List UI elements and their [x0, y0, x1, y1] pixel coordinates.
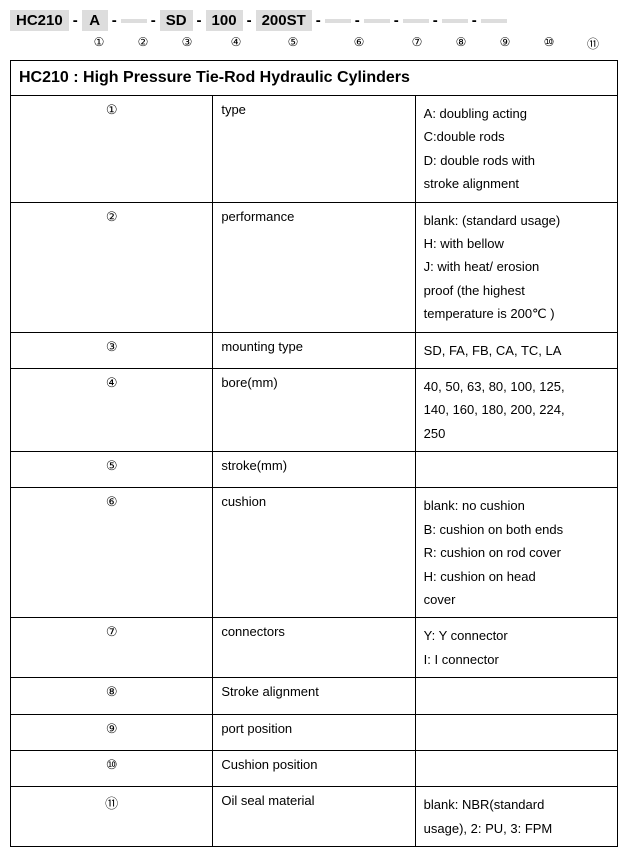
table-row: ④bore(mm)40, 50, 63, 80, 100, 125, 140, … — [11, 368, 618, 451]
code-segment: A — [82, 10, 108, 31]
code-segment: SD — [160, 10, 193, 31]
dash-separator: - — [433, 12, 438, 29]
row-index: ③ — [11, 332, 213, 368]
code-segment: 100 — [206, 10, 243, 31]
desc-text: I: I connector — [424, 648, 499, 671]
row-label: performance — [213, 202, 415, 332]
table-title: HC210 : High Pressure Tie-Rod Hydraulic … — [11, 61, 618, 96]
index-marker: ⑤ — [272, 35, 314, 52]
index-marker: ② — [130, 35, 156, 52]
part-code-line: HC210-A- -SD-100-200ST- - - - - — [10, 10, 618, 31]
index-marker-line: .① ② ③ ④ ⑤ ⑥ ⑦ ⑧ ⑨ ⑩ ⑪ — [10, 35, 618, 52]
row-desc: Y: Y connectorI: I connector — [415, 618, 617, 678]
desc-text: blank: (standard usage) — [424, 209, 561, 232]
table-row: ⑥cushionblank: no cushionB: cushion on b… — [11, 488, 618, 618]
row-desc: 40, 50, 63, 80, 100, 125, 140, 160, 180,… — [415, 368, 617, 451]
dash-separator: - — [355, 12, 360, 29]
dash-separator: - — [197, 12, 202, 29]
desc-text: J: with heat/ erosion proof (the highest… — [424, 255, 569, 325]
dash-separator: - — [73, 12, 78, 29]
code-segment — [481, 19, 507, 23]
desc-text: SD, FA, FB, CA, TC, LA — [424, 339, 562, 362]
row-desc — [415, 452, 617, 488]
row-label: Cushion position — [213, 750, 415, 786]
row-label: stroke(mm) — [213, 452, 415, 488]
desc-text: blank: NBR(standard usage), 2: PU, 3: FP… — [424, 793, 569, 840]
dash-separator: - — [472, 12, 477, 29]
row-label: port position — [213, 714, 415, 750]
table-row: ⑪Oil seal materialblank: NBR(standard us… — [11, 787, 618, 847]
desc-text: R: cushion on rod cover — [424, 541, 561, 564]
row-index: ⑧ — [11, 678, 213, 714]
row-label: connectors — [213, 618, 415, 678]
row-desc: SD, FA, FB, CA, TC, LA — [415, 332, 617, 368]
index-marker: ④ — [218, 35, 254, 52]
table-row: ⑩Cushion position — [11, 750, 618, 786]
table-row: ⑤stroke(mm) — [11, 452, 618, 488]
row-desc: blank: no cushionB: cushion on both ends… — [415, 488, 617, 618]
row-label: bore(mm) — [213, 368, 415, 451]
index-marker: ⑪ — [580, 35, 606, 52]
code-segment — [364, 19, 390, 23]
index-marker: ① — [86, 35, 112, 52]
row-index: ① — [11, 96, 213, 203]
row-index: ⑨ — [11, 714, 213, 750]
desc-text: D: double rods with stroke alignment — [424, 149, 569, 196]
row-label: cushion — [213, 488, 415, 618]
row-label: mounting type — [213, 332, 415, 368]
row-desc — [415, 750, 617, 786]
row-desc — [415, 678, 617, 714]
desc-text: C:double rods — [424, 125, 505, 148]
row-desc — [415, 714, 617, 750]
row-desc: blank: NBR(standard usage), 2: PU, 3: FP… — [415, 787, 617, 847]
row-index: ⑦ — [11, 618, 213, 678]
code-segment: HC210 — [10, 10, 69, 31]
table-row: ①typeA: doubling actingC:double rodsD: d… — [11, 96, 618, 203]
dash-separator: - — [316, 12, 321, 29]
table-row: ⑨port position — [11, 714, 618, 750]
index-marker: ⑧ — [448, 35, 474, 52]
desc-text: 40, 50, 63, 80, 100, 125, 140, 160, 180,… — [424, 375, 569, 445]
spec-table: HC210 : High Pressure Tie-Rod Hydraulic … — [10, 60, 618, 847]
table-row: ②performanceblank: (standard usage)H: wi… — [11, 202, 618, 332]
row-label: type — [213, 96, 415, 203]
dash-separator: - — [112, 12, 117, 29]
code-segment — [442, 19, 468, 23]
desc-text: H: with bellow — [424, 232, 504, 255]
dash-separator: - — [394, 12, 399, 29]
row-index: ④ — [11, 368, 213, 451]
desc-text: A: doubling acting — [424, 102, 527, 125]
row-label: Oil seal material — [213, 787, 415, 847]
index-marker: ③ — [174, 35, 200, 52]
code-segment — [121, 19, 147, 23]
row-index: ⑪ — [11, 787, 213, 847]
row-index: ⑥ — [11, 488, 213, 618]
index-marker: ⑩ — [536, 35, 562, 52]
index-marker: ⑦ — [404, 35, 430, 52]
row-desc: A: doubling actingC:double rodsD: double… — [415, 96, 617, 203]
row-index: ② — [11, 202, 213, 332]
row-desc: blank: (standard usage)H: with bellowJ: … — [415, 202, 617, 332]
desc-text: B: cushion on both ends — [424, 518, 564, 541]
desc-text: H: cushion on head cover — [424, 565, 569, 612]
code-segment — [403, 19, 429, 23]
desc-text: blank: no cushion — [424, 494, 525, 517]
row-index: ⑩ — [11, 750, 213, 786]
row-label: Stroke alignment — [213, 678, 415, 714]
table-row: ⑦connectorsY: Y connectorI: I connector — [11, 618, 618, 678]
dash-separator: - — [151, 12, 156, 29]
index-marker: ⑨ — [492, 35, 518, 52]
code-segment: 200ST — [256, 10, 312, 31]
row-index: ⑤ — [11, 452, 213, 488]
code-segment — [325, 19, 351, 23]
index-marker: ⑥ — [332, 35, 386, 52]
table-row: ③mounting type SD, FA, FB, CA, TC, LA — [11, 332, 618, 368]
desc-text: Y: Y connector — [424, 624, 508, 647]
dash-separator: - — [247, 12, 252, 29]
table-row: ⑧Stroke alignment — [11, 678, 618, 714]
